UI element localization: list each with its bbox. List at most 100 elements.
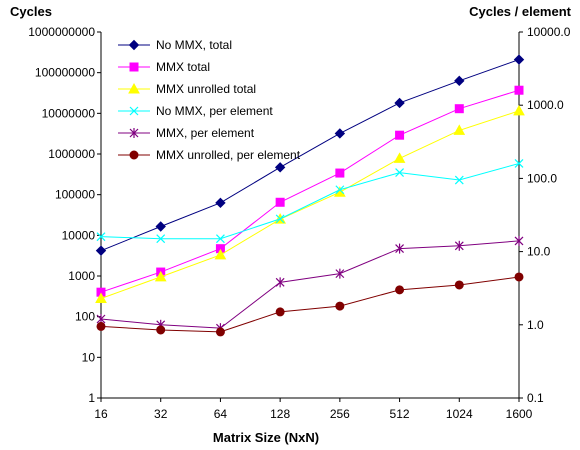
x-tick-label: 32	[154, 407, 168, 421]
legend-item: MMX unrolled, per element	[118, 148, 301, 162]
data-point	[454, 240, 464, 251]
right-tick-label: 10.0	[527, 245, 551, 259]
legend-label: MMX, per element	[156, 126, 255, 140]
series-line	[100, 162, 520, 240]
legend-label: MMX unrolled total	[156, 82, 256, 96]
data-point	[514, 272, 524, 282]
right-tick-label: 0.1	[527, 391, 544, 405]
right-axis-ticks: 0.1 1.0 10.0 100.0 1000.0 10000.0	[519, 25, 571, 405]
legend-marker	[128, 82, 140, 94]
legend-marker	[129, 128, 139, 138]
left-axis-title: Cycles	[10, 4, 52, 19]
legend-marker	[128, 39, 140, 51]
series-5	[96, 272, 524, 337]
legend-item: MMX unrolled total	[118, 82, 256, 96]
legend-label: No MMX, per element	[156, 104, 273, 118]
left-tick-label: 100000000	[35, 66, 95, 80]
data-point	[335, 185, 345, 195]
data-point	[155, 221, 166, 232]
data-point	[96, 232, 106, 242]
data-point	[513, 54, 525, 65]
data-point	[393, 152, 406, 163]
legend-item: No MMX, per element	[118, 104, 273, 118]
legend-item: No MMX, total	[118, 38, 232, 52]
left-tick-label: 1000000	[48, 147, 95, 161]
data-point	[395, 130, 405, 140]
series-layer	[95, 54, 525, 337]
left-tick-label: 10000000	[42, 106, 96, 120]
data-point	[214, 248, 227, 260]
left-tick-label: 10000	[62, 228, 96, 242]
data-point	[335, 268, 345, 279]
right-tick-label: 100.0	[527, 171, 557, 185]
series-line	[100, 240, 520, 329]
data-point	[454, 104, 464, 114]
x-tick-label: 64	[214, 407, 228, 421]
legend-marker	[129, 106, 139, 116]
x-tick-label: 128	[270, 407, 290, 421]
legend-marker	[129, 150, 139, 160]
right-tick-label: 1.0	[527, 318, 544, 332]
data-point	[156, 234, 166, 244]
legend-marker	[129, 62, 139, 72]
left-tick-label: 100000	[55, 188, 95, 202]
data-point	[215, 197, 226, 209]
right-tick-label: 1000.0	[527, 98, 564, 112]
data-point	[335, 301, 345, 311]
data-point	[514, 159, 524, 168]
series-line	[100, 276, 520, 333]
left-tick-label: 1000000000	[28, 25, 95, 39]
legend-label: No MMX, total	[156, 38, 232, 52]
x-tick-label: 1024	[446, 407, 473, 421]
data-point	[395, 168, 404, 178]
data-point	[454, 75, 465, 87]
x-tick-label: 512	[390, 407, 410, 421]
data-point	[95, 245, 107, 256]
legend: No MMX, total MMX total MMX unrolled total…	[118, 38, 301, 162]
data-point	[394, 97, 405, 109]
x-tick-label: 1600	[506, 407, 533, 421]
data-point	[154, 270, 167, 282]
series-line	[100, 59, 520, 252]
data-point	[334, 128, 346, 139]
data-point	[454, 280, 464, 290]
data-point	[215, 327, 225, 337]
data-point	[335, 168, 345, 178]
data-point	[454, 175, 464, 185]
data-point	[275, 214, 285, 224]
data-point	[513, 104, 525, 116]
series-3	[96, 159, 524, 244]
left-tick-label: 1000	[68, 269, 95, 283]
left-axis-ticks: 1 10 100 1000 10000 100000 1000000 10000000 1000…	[28, 25, 101, 405]
right-tick-label: 10000.0	[527, 25, 571, 39]
legend-item: MMX, per element	[118, 126, 255, 140]
data-point	[514, 85, 524, 95]
series-0	[95, 54, 525, 256]
x-axis-title: Matrix Size (NxN)	[213, 430, 319, 445]
data-point	[274, 162, 286, 173]
data-point	[95, 292, 107, 303]
data-point	[453, 124, 466, 135]
data-point	[395, 285, 405, 295]
left-tick-label: 1	[88, 391, 95, 405]
legend-item: MMX total	[118, 60, 210, 74]
data-point	[514, 235, 524, 246]
left-tick-label: 100	[75, 310, 95, 324]
data-point	[96, 321, 106, 331]
series-line	[100, 110, 520, 299]
x-tick-label: 256	[330, 407, 350, 421]
right-axis-title: Cycles / element	[469, 4, 572, 19]
data-point	[275, 307, 285, 317]
data-point	[275, 197, 285, 207]
data-point	[216, 234, 225, 244]
x-axis-ticks: 16 32 64 128 256 512 1024 1600	[94, 398, 533, 421]
left-tick-label: 10	[82, 350, 96, 364]
legend-label: MMX total	[156, 60, 210, 74]
x-tick-label: 16	[94, 407, 108, 421]
data-point	[156, 325, 166, 335]
series-line	[100, 89, 520, 293]
data-point	[395, 243, 404, 254]
data-point	[275, 277, 285, 288]
legend-label: MMX unrolled, per element	[156, 148, 301, 162]
